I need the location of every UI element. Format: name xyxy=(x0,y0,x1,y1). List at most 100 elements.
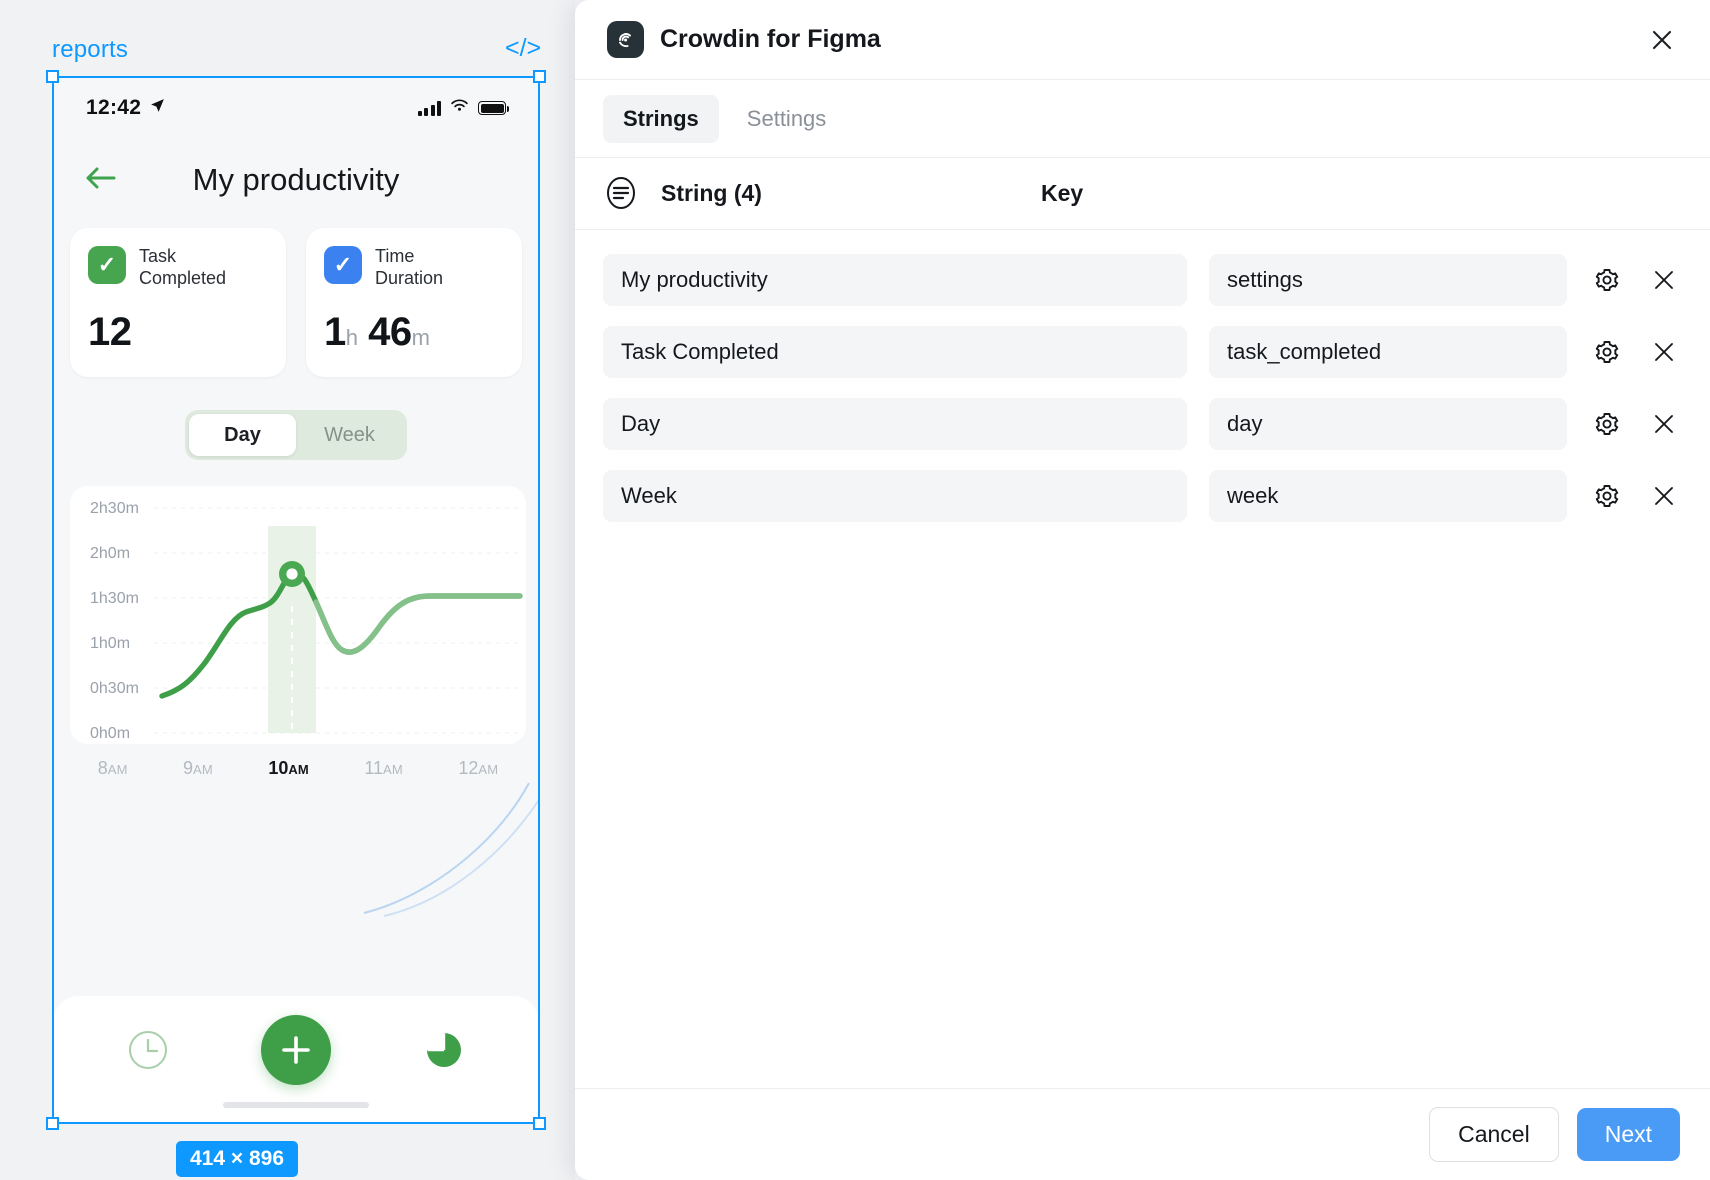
resize-handle-bottom-left[interactable] xyxy=(46,1117,59,1130)
card-value-minutes: 46 xyxy=(368,309,412,354)
chart-line-series xyxy=(159,570,523,699)
card-label-line2: Duration xyxy=(375,267,444,288)
card-value: 12 xyxy=(88,310,268,355)
resize-handle-top-left[interactable] xyxy=(46,70,59,83)
card-value-number: 12 xyxy=(88,309,132,354)
location-arrow-icon xyxy=(149,97,166,119)
gear-icon[interactable] xyxy=(1589,404,1625,444)
column-header-key: Key xyxy=(1041,180,1084,206)
status-bar-left: 12:42 xyxy=(86,96,166,120)
panel-tabs[interactable]: Strings Settings xyxy=(575,80,1710,158)
card-label-line1: Time xyxy=(375,246,415,266)
y-tick-label: 0h30m xyxy=(90,680,139,697)
x-tick-9am: 9AM xyxy=(183,758,213,778)
chart-plot xyxy=(154,507,523,734)
gear-icon[interactable] xyxy=(1589,260,1625,300)
gear-icon[interactable] xyxy=(1589,476,1625,516)
duration-chart: 2h30m 2h0m 1h30m 1h0m 0h30m 0h0m xyxy=(70,486,526,744)
segment-day[interactable]: Day xyxy=(189,414,296,456)
crowdin-plugin-panel: Crowdin for Figma Strings Settings Strin… xyxy=(575,0,1710,1180)
panel-title: Crowdin for Figma xyxy=(660,25,881,53)
chart-x-axis: 8AM 9AM 10AM 11AM 12AM xyxy=(70,758,526,779)
status-bar: 12:42 xyxy=(54,88,538,128)
screen-header: My productivity xyxy=(54,148,538,212)
decorative-curves xyxy=(363,782,538,917)
strings-table: My productivity settings Task Completed … xyxy=(575,230,1710,1088)
close-icon[interactable] xyxy=(1647,260,1683,300)
key-value-input[interactable]: week xyxy=(1209,470,1567,522)
stat-card-task-completed[interactable]: ✓ Task Completed 12 xyxy=(70,228,286,377)
key-value-input[interactable]: task_completed xyxy=(1209,326,1567,378)
code-icon[interactable]: </> xyxy=(505,34,542,62)
close-icon[interactable] xyxy=(1642,20,1682,60)
clock-icon[interactable] xyxy=(125,1027,171,1073)
table-row[interactable]: Day day xyxy=(603,398,1682,450)
y-tick-label: 1h30m xyxy=(90,590,139,607)
signal-bars-icon xyxy=(417,100,441,116)
checkmark-icon: ✓ xyxy=(324,246,362,284)
back-arrow-icon[interactable] xyxy=(84,163,118,197)
period-segmented-control[interactable]: Day Week xyxy=(185,410,407,460)
x-tick-10am: 10AM xyxy=(268,758,309,778)
key-value-input[interactable]: day xyxy=(1209,398,1567,450)
string-value-input[interactable]: Day xyxy=(603,398,1187,450)
close-icon[interactable] xyxy=(1647,404,1683,444)
card-header: ✓ Time Duration xyxy=(324,246,504,290)
panel-footer: Cancel Next xyxy=(575,1088,1710,1180)
string-value-input[interactable]: Week xyxy=(603,470,1187,522)
resize-handle-top-right[interactable] xyxy=(533,70,546,83)
y-tick-label: 2h0m xyxy=(90,545,131,562)
frame-name-label[interactable]: reports xyxy=(52,36,129,63)
segment-week[interactable]: Week xyxy=(324,423,375,446)
page-title: My productivity xyxy=(192,162,400,197)
add-button[interactable] xyxy=(261,1015,331,1085)
wifi-icon xyxy=(450,98,469,118)
cancel-button[interactable]: Cancel xyxy=(1429,1107,1559,1162)
figma-canvas[interactable]: reports </> 12:42 xyxy=(0,0,575,1180)
gear-icon[interactable] xyxy=(1589,332,1625,372)
card-value-hours: 1 xyxy=(324,309,346,354)
x-tick-11am: 11AM xyxy=(364,758,403,778)
table-row[interactable]: My productivity settings xyxy=(603,254,1682,306)
card-unit-minutes: m xyxy=(411,324,430,350)
resize-handle-bottom-right[interactable] xyxy=(533,1117,546,1130)
checkmark-icon: ✓ xyxy=(88,246,126,284)
pie-chart-icon[interactable] xyxy=(421,1027,467,1073)
card-label: Time Duration xyxy=(375,246,443,290)
status-bar-right xyxy=(417,98,509,118)
table-row[interactable]: Week week xyxy=(603,470,1682,522)
next-button[interactable]: Next xyxy=(1576,1108,1680,1161)
home-indicator xyxy=(223,1102,369,1108)
stat-cards: ✓ Task Completed 12 ✓ xyxy=(54,228,538,377)
battery-icon xyxy=(478,101,509,115)
close-icon[interactable] xyxy=(1647,332,1683,372)
bottom-tab-bar[interactable] xyxy=(54,996,538,1122)
key-value-input[interactable]: settings xyxy=(1209,254,1567,306)
close-icon[interactable] xyxy=(1647,476,1683,516)
phone-mockup: 12:42 xyxy=(54,78,538,1122)
chart-gridlines xyxy=(154,507,520,734)
table-header: String (4) Key xyxy=(575,158,1710,230)
status-time: 12:42 xyxy=(86,96,142,119)
selected-frame[interactable]: 12:42 xyxy=(52,76,540,1124)
y-tick-label: 1h0m xyxy=(90,635,131,652)
card-label-line2: Completed xyxy=(139,267,227,288)
card-label: Task Completed xyxy=(139,246,226,290)
x-tick-12am: 12AM xyxy=(458,758,499,778)
column-header-string: String (4) xyxy=(661,180,762,206)
card-label-line1: Task xyxy=(139,246,177,266)
y-tick-label: 2h30m xyxy=(90,500,139,517)
card-unit-hours: h xyxy=(345,324,358,350)
stat-card-time-duration[interactable]: ✓ Time Duration 1h 46m xyxy=(306,228,522,377)
card-value: 1h 46m xyxy=(324,310,504,355)
string-value-input[interactable]: Task Completed xyxy=(603,326,1187,378)
crowdin-logo-icon xyxy=(607,21,644,58)
table-row[interactable]: Task Completed task_completed xyxy=(603,326,1682,378)
filter-icon[interactable] xyxy=(603,175,641,213)
string-value-input[interactable]: My productivity xyxy=(603,254,1187,306)
tab-settings[interactable]: Settings xyxy=(746,105,827,131)
dimension-badge: 414 × 896 xyxy=(175,1141,299,1177)
tab-strings[interactable]: Strings xyxy=(603,94,719,143)
y-tick-label: 0h0m xyxy=(90,725,131,742)
